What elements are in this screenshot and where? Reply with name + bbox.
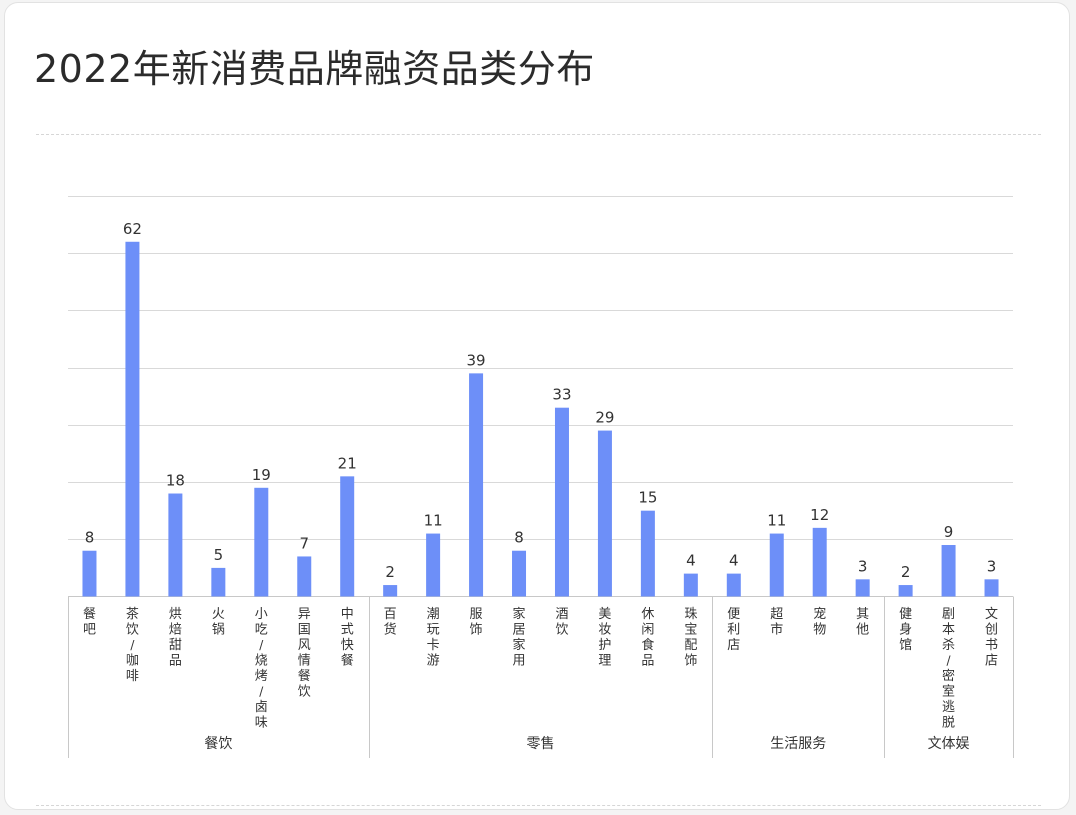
bar xyxy=(340,476,355,597)
data-label: 9 xyxy=(944,523,954,541)
category-label: 文创书店 xyxy=(985,607,998,669)
category-label: 中式快餐 xyxy=(341,607,354,669)
data-label: 2 xyxy=(901,563,911,581)
data-label: 3 xyxy=(987,557,997,575)
data-label: 19 xyxy=(252,466,271,484)
bar xyxy=(984,579,999,597)
data-label: 11 xyxy=(767,512,786,530)
category-label: 超市 xyxy=(770,607,783,638)
data-label: 2 xyxy=(385,563,395,581)
data-label: 8 xyxy=(85,529,95,547)
chart-title: 2022年新消费品牌融资品类分布 xyxy=(34,47,595,91)
data-label: 12 xyxy=(810,506,829,524)
category-label: 宠物 xyxy=(813,606,826,638)
bar xyxy=(297,556,312,597)
category-label: 异国风情餐饮 xyxy=(298,607,311,700)
bar xyxy=(554,407,569,597)
bar xyxy=(683,573,698,597)
bar xyxy=(211,567,226,597)
category-label: 珠宝配饰 xyxy=(684,607,697,669)
category-label: 服饰 xyxy=(470,607,483,638)
bar xyxy=(726,573,741,597)
data-label: 29 xyxy=(595,409,614,427)
bar xyxy=(941,545,956,597)
bar xyxy=(898,585,913,597)
bar xyxy=(383,585,398,597)
group-label: 生活服务 xyxy=(770,736,826,752)
category-label: 健身馆 xyxy=(899,607,912,653)
data-label: 33 xyxy=(552,386,571,404)
bar xyxy=(168,493,183,597)
data-label: 39 xyxy=(467,351,486,369)
data-label: 4 xyxy=(729,552,739,570)
category-label: 火锅 xyxy=(212,607,225,638)
data-label: 7 xyxy=(299,534,309,552)
category-label: 茶饮/咖啡 xyxy=(126,606,139,684)
category-label: 便利店 xyxy=(727,607,740,653)
category-label: 其他 xyxy=(856,607,869,638)
category-label: 休闲食品 xyxy=(641,607,654,669)
data-label: 8 xyxy=(514,529,524,547)
group-label: 零售 xyxy=(527,736,555,752)
category-label: 百货 xyxy=(384,607,397,638)
data-label: 15 xyxy=(638,489,657,507)
data-label: 5 xyxy=(214,546,224,564)
bar xyxy=(640,510,655,597)
bar xyxy=(812,527,827,597)
category-label: 剧本杀/密室逃脱 xyxy=(942,607,955,731)
bar xyxy=(769,533,784,597)
bar xyxy=(512,550,527,597)
bar xyxy=(469,373,484,597)
category-label: 小吃/烧烤/卤味 xyxy=(255,607,268,731)
bar xyxy=(125,241,140,597)
bar xyxy=(855,579,870,597)
category-label: 烘焙甜品 xyxy=(169,607,182,669)
data-label: 11 xyxy=(424,512,443,530)
data-label: 4 xyxy=(686,552,696,570)
group-label: 文体娱 xyxy=(928,736,970,752)
group-label: 餐饮 xyxy=(204,736,232,752)
bar xyxy=(597,430,612,597)
top-divider xyxy=(36,134,1041,135)
data-label: 62 xyxy=(123,220,142,238)
category-label: 美妆护理 xyxy=(598,607,611,669)
bar xyxy=(254,487,269,597)
bar xyxy=(426,533,441,597)
chart-card xyxy=(4,2,1070,810)
category-label: 潮玩卡游 xyxy=(427,607,440,669)
category-label: 家居家用 xyxy=(513,606,526,669)
bar xyxy=(82,550,97,597)
bottom-divider xyxy=(36,805,1041,806)
data-label: 3 xyxy=(858,557,868,575)
data-label: 21 xyxy=(338,454,357,472)
data-label: 18 xyxy=(166,472,185,490)
category-label: 酒饮 xyxy=(555,607,568,638)
category-label: 餐吧 xyxy=(83,606,96,638)
